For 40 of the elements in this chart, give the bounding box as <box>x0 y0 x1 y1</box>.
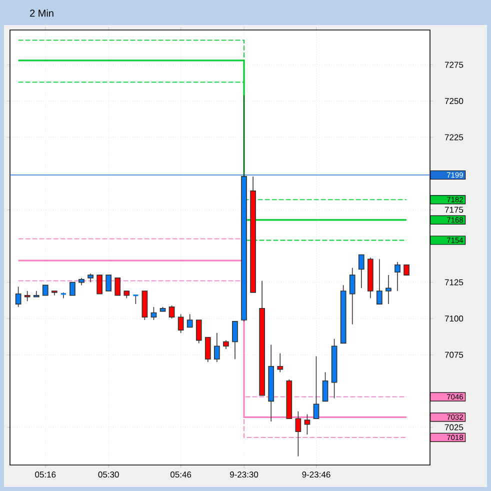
candlestick <box>376 258 382 304</box>
y-tick-label: 7100 <box>444 316 464 322</box>
candlestick <box>186 314 193 328</box>
y-tick-label: 7225 <box>444 134 464 140</box>
candlestick <box>70 282 76 296</box>
candlestick <box>394 262 400 292</box>
candlestick <box>150 306 157 320</box>
candlestick <box>214 332 220 362</box>
candlestick <box>295 410 302 457</box>
candlestick <box>42 284 48 296</box>
candlestick <box>322 372 328 402</box>
y-tick-label: 7125 <box>444 279 464 286</box>
chart-title: 2 Min <box>30 9 54 17</box>
candlestick <box>96 274 102 294</box>
y-tick-label: 7275 <box>444 62 464 68</box>
candlestick <box>277 352 284 373</box>
candlestick <box>168 305 175 319</box>
candlestick <box>178 314 184 334</box>
x-tick-label: 9-23:46 <box>302 472 330 478</box>
y-tick-label: 7175 <box>444 206 464 213</box>
candlestick <box>106 274 112 292</box>
candlestick <box>15 286 22 308</box>
y-tick-label: 7075 <box>444 352 464 358</box>
candlestick <box>24 290 30 302</box>
candlestick <box>114 278 121 296</box>
x-tick-label: 05:46 <box>170 472 192 478</box>
candlestick <box>196 320 202 344</box>
candlestick <box>349 267 356 325</box>
y-tick-label: 7025 <box>444 424 464 430</box>
candlestick <box>313 356 320 419</box>
candlestick <box>404 264 410 276</box>
candlestick <box>304 414 310 435</box>
candlestick <box>386 274 392 304</box>
x-tick-label: 9-23:30 <box>230 472 258 478</box>
y-tick-label: 7250 <box>444 98 464 104</box>
candlestick <box>204 337 211 362</box>
candlestick <box>358 254 364 288</box>
x-tick-label: 05:30 <box>98 472 119 478</box>
x-tick-label: 05:16 <box>35 472 56 478</box>
candlestick <box>232 321 238 360</box>
